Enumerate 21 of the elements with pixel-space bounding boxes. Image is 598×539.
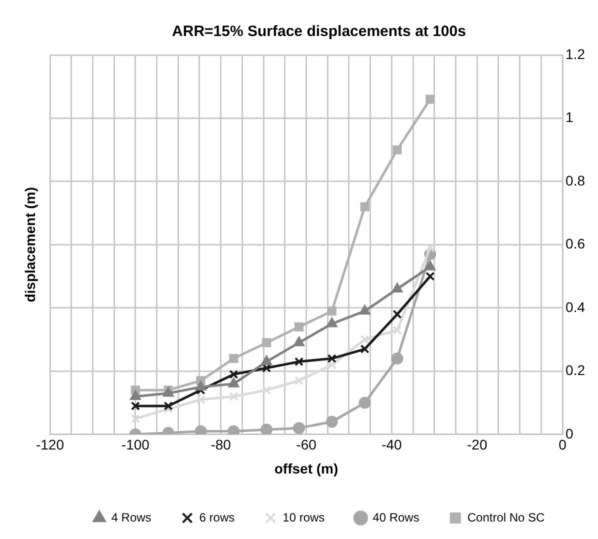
y-tick-label: 0.4 [566, 298, 586, 315]
y-tick-label: 0.8 [566, 172, 586, 188]
x-axis-title: offset (m) [274, 460, 338, 476]
x-tick-label: -80 [210, 436, 232, 453]
x-tick-label: -100 [121, 436, 150, 453]
x-tick-label: -60 [296, 436, 317, 453]
y-tick-label: 1 [566, 109, 574, 126]
chart-title: ARR=15% Surface displacements at 100s [172, 23, 466, 40]
legend-label: 4 Rows [111, 510, 152, 524]
y-tick-label: 1.2 [566, 46, 586, 62]
y-tick-label: 0.6 [566, 236, 586, 252]
x-tick-label: -40 [382, 436, 402, 453]
y-axis-title: displacement (m) [22, 187, 38, 302]
x-tick-label: -20 [467, 436, 488, 453]
legend-label: Control No SC [467, 510, 546, 524]
y-tick-label: 0 [566, 425, 574, 442]
legend-label: 6 rows [199, 510, 235, 524]
legend-label: 40 Rows [372, 510, 420, 524]
y-tick-label: 0.2 [566, 362, 586, 378]
legend-label: 10 rows [282, 510, 325, 524]
x-tick-label: -120 [36, 436, 64, 453]
